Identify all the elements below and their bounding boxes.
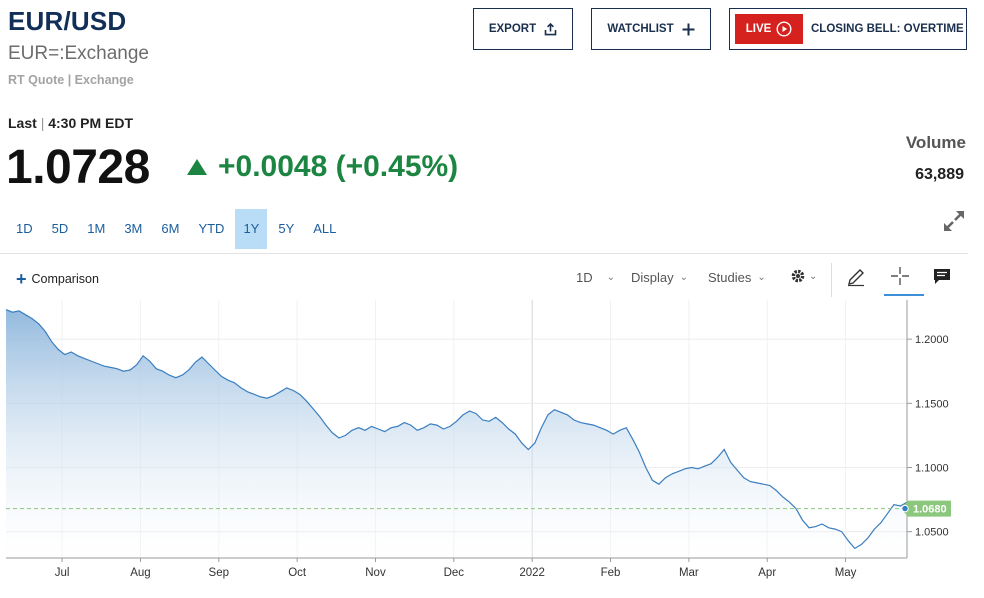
range-3m[interactable]: 3M: [124, 221, 143, 236]
play-circle-icon: [776, 21, 792, 37]
quote-source: RT Quote | Exchange: [8, 73, 134, 87]
watchlist-button[interactable]: WATCHLIST: [591, 8, 711, 50]
x-tick-label: Dec: [444, 567, 465, 579]
interval-label: 1D: [576, 270, 593, 285]
chevron-down-icon: ⌄: [809, 270, 818, 282]
change-value: +0.0048 (+0.45%): [218, 150, 459, 183]
last-label: Last: [8, 115, 37, 131]
x-tick-label: Mar: [679, 567, 699, 579]
range-5y[interactable]: 5Y: [278, 221, 295, 236]
last-price-tag-label: 1.0680: [913, 504, 947, 516]
x-tick-label: May: [835, 567, 857, 579]
exchange-name: EUR=:Exchange: [8, 43, 149, 64]
crosshair-active-indicator: [884, 294, 924, 296]
toolbar-divider: [0, 253, 968, 254]
gear-icon: [791, 269, 805, 283]
x-tick-label: Nov: [365, 567, 386, 579]
range-1m[interactable]: 1M: [87, 221, 106, 236]
plus-icon: +: [16, 269, 27, 289]
volume-value: 63,889: [915, 166, 964, 183]
trade-time: 4:30 PM EDT: [48, 115, 134, 131]
up-triangle-icon: [187, 159, 207, 175]
range-6m[interactable]: 6M: [161, 221, 180, 236]
x-tick-label: Apr: [758, 567, 776, 579]
live-show-title: CLOSING BELL: OVERTIME: [811, 23, 964, 35]
price-area: [6, 309, 907, 558]
tool-separator: [831, 263, 832, 297]
range-all[interactable]: ALL: [313, 221, 337, 236]
display-dropdown[interactable]: Display ⌄: [631, 270, 688, 285]
symbol-title: EUR/USD: [8, 6, 127, 36]
live-stream-button[interactable]: LIVE CLOSING BELL: OVERTIME: [729, 8, 967, 50]
comparison-label: Comparison: [31, 272, 99, 286]
chevron-down-icon: ⌄: [679, 272, 689, 283]
settings-button[interactable]: ⌄: [790, 268, 817, 284]
interval-dropdown[interactable]: 1D ⌄: [576, 270, 615, 285]
range-5d[interactable]: 5D: [51, 221, 69, 236]
y-tick-label: 1.1000: [915, 463, 949, 475]
x-tick-label: Jul: [55, 567, 70, 579]
range-ytd[interactable]: YTD: [198, 221, 225, 236]
comparison-button[interactable]: + Comparison: [16, 269, 99, 289]
last-price-dot: [901, 504, 909, 513]
expand-icon[interactable]: [941, 208, 967, 234]
last-price-tag: [901, 500, 951, 517]
last-trade-time: Last | 4:30 PM EDT: [8, 115, 133, 131]
export-button[interactable]: EXPORT: [473, 8, 573, 50]
x-tick-label: Oct: [288, 567, 307, 579]
volume-label: Volume: [905, 133, 966, 152]
y-tick-label: 1.0500: [915, 527, 949, 539]
price-chart[interactable]: 1.2000 1.1500 1.1000 1.0500 Jul Aug Sep Oct Nov…: [0, 300, 968, 590]
price-line: [5, 309, 908, 550]
range-selector: 1D 5D 1M 3M 6M YTD 1Y 5Y ALL: [8, 209, 347, 249]
pencil-icon[interactable]: [846, 267, 866, 287]
plus-icon: [682, 23, 695, 35]
export-label: EXPORT: [488, 23, 537, 35]
live-label: LIVE: [745, 23, 772, 35]
y-tick-label: 1.2000: [915, 334, 949, 346]
last-separator: |: [40, 115, 45, 131]
display-label: Display: [631, 270, 674, 285]
studies-dropdown[interactable]: Studies ⌄: [708, 270, 766, 285]
chevron-down-icon: ⌄: [757, 272, 766, 283]
range-1d[interactable]: 1D: [16, 221, 33, 236]
last-price: 1.0728: [6, 141, 150, 194]
watchlist-label: WATCHLIST: [607, 23, 674, 35]
x-tick-label: 2022: [519, 567, 545, 579]
crosshair-icon[interactable]: [890, 266, 910, 286]
share-upload-icon: [544, 22, 557, 35]
x-tick-label: Feb: [601, 567, 621, 579]
comment-icon[interactable]: [933, 267, 951, 285]
x-tick-label: Sep: [209, 567, 229, 579]
x-tick-label: Aug: [130, 567, 150, 579]
range-1y[interactable]: 1Y: [235, 209, 268, 249]
chevron-down-icon: ⌄: [606, 272, 616, 283]
live-badge: LIVE: [735, 14, 803, 44]
price-change: +0.0048 (+0.45%): [186, 150, 458, 184]
y-tick-label: 1.1500: [915, 398, 949, 410]
studies-label: Studies: [708, 270, 752, 285]
